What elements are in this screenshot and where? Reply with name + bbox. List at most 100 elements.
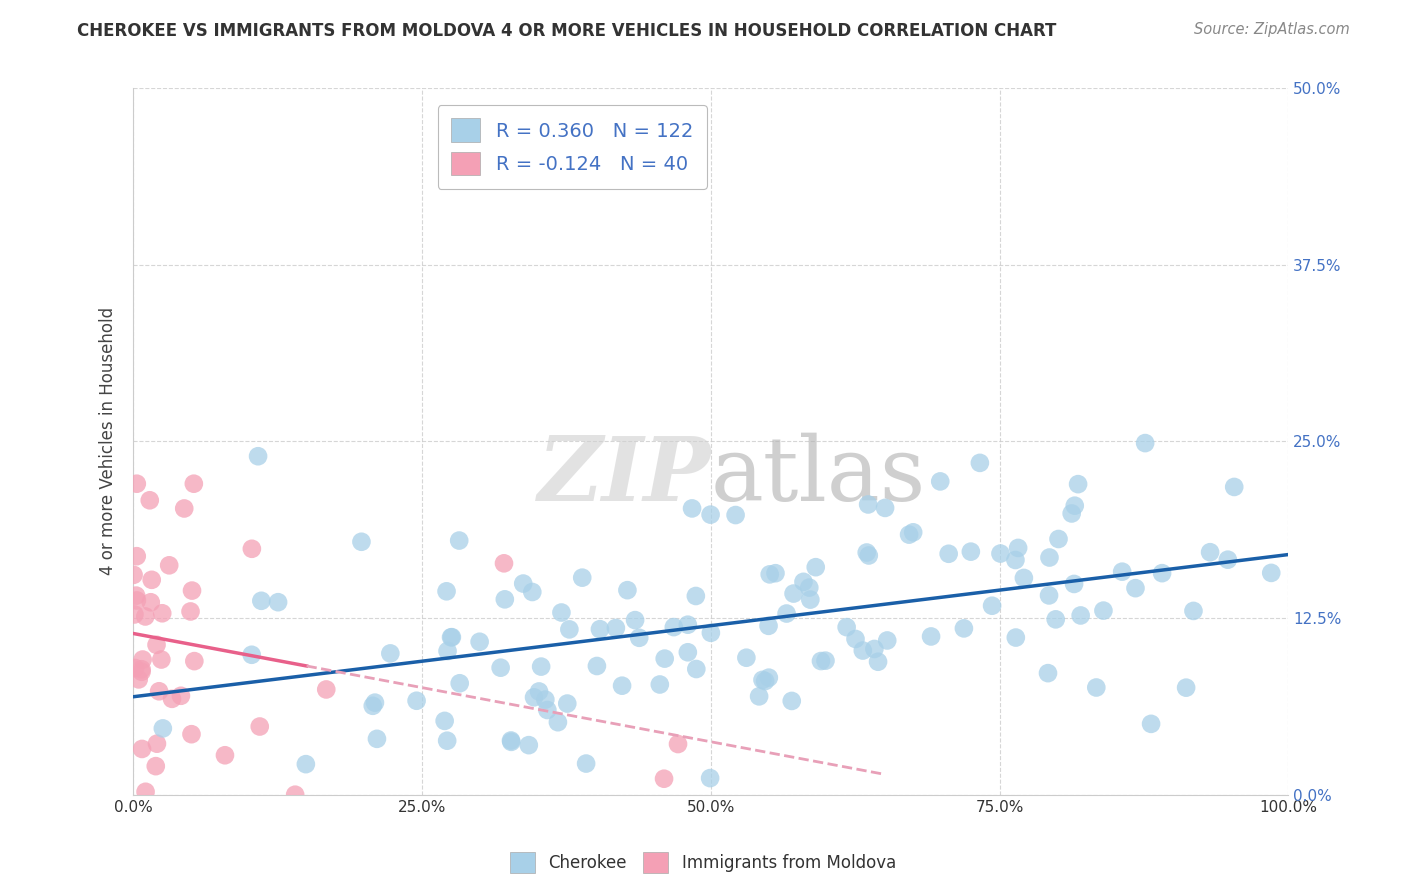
Point [575, 756, 598, 771]
Point [1004, 631, 1026, 645]
Point [735, 650, 758, 665]
Point [969, 456, 991, 470]
Point [364, 696, 387, 710]
Point [624, 613, 647, 627]
Point [267, 595, 290, 609]
Text: ZIP: ZIP [537, 434, 711, 520]
Point [157, 558, 180, 573]
Point [586, 659, 609, 673]
Point [145, 638, 167, 652]
Point [1038, 589, 1060, 603]
Point [523, 690, 546, 705]
Point [953, 621, 976, 635]
Point [145, 759, 167, 773]
Point [1004, 553, 1026, 567]
Point [436, 584, 458, 599]
Point [960, 544, 983, 558]
Legend: Cherokee, Immigrants from Moldova: Cherokee, Immigrants from Moldova [503, 846, 903, 880]
Point [1133, 436, 1156, 450]
Point [131, 665, 153, 679]
Point [517, 738, 540, 752]
Point [240, 541, 263, 556]
Point [1045, 612, 1067, 626]
Point [250, 594, 273, 608]
Point [160, 691, 183, 706]
Point [799, 581, 821, 595]
Point [125, 549, 148, 564]
Point [835, 620, 858, 634]
Point [494, 592, 516, 607]
Point [628, 631, 651, 645]
Point [724, 508, 747, 522]
Point [875, 500, 897, 515]
Point [990, 547, 1012, 561]
Point [920, 630, 942, 644]
Point [676, 617, 699, 632]
Point [125, 476, 148, 491]
Point [780, 694, 803, 708]
Point [804, 560, 827, 574]
Point [1067, 477, 1090, 491]
Point [1007, 541, 1029, 555]
Point [295, 757, 318, 772]
Point [699, 771, 721, 785]
Point [128, 673, 150, 687]
Point [380, 647, 402, 661]
Point [1182, 604, 1205, 618]
Point [139, 493, 162, 508]
Point [1223, 480, 1246, 494]
Y-axis label: 4 or more Vehicles in Household: 4 or more Vehicles in Household [100, 307, 117, 575]
Point [700, 625, 723, 640]
Point [863, 642, 886, 657]
Point [135, 785, 157, 799]
Point [1175, 681, 1198, 695]
Point [152, 722, 174, 736]
Point [527, 684, 550, 698]
Point [131, 652, 153, 666]
Point [555, 697, 578, 711]
Point [249, 719, 271, 733]
Point [901, 525, 924, 540]
Point [449, 676, 471, 690]
Point [929, 475, 952, 489]
Point [844, 632, 866, 646]
Point [1038, 550, 1060, 565]
Point [855, 545, 877, 559]
Point [1152, 566, 1174, 581]
Point [124, 607, 146, 622]
Point [754, 674, 776, 689]
Point [315, 682, 337, 697]
Point [758, 619, 780, 633]
Point [131, 662, 153, 676]
Point [898, 527, 921, 541]
Point [1216, 552, 1239, 566]
Point [492, 557, 515, 571]
Point [775, 607, 797, 621]
Point [782, 586, 804, 600]
Point [512, 576, 534, 591]
Text: Source: ZipAtlas.com: Source: ZipAtlas.com [1194, 22, 1350, 37]
Point [681, 501, 703, 516]
Point [139, 595, 162, 609]
Point [440, 630, 463, 644]
Point [1199, 545, 1222, 559]
Point [436, 733, 458, 747]
Point [284, 788, 307, 802]
Point [180, 604, 202, 618]
Point [589, 622, 612, 636]
Point [550, 606, 572, 620]
Point [134, 609, 156, 624]
Text: atlas: atlas [711, 433, 927, 520]
Point [449, 533, 471, 548]
Point [146, 737, 169, 751]
Point [180, 727, 202, 741]
Point [173, 501, 195, 516]
Point [150, 652, 173, 666]
Point [1012, 571, 1035, 585]
Point [350, 534, 373, 549]
Point [858, 549, 880, 563]
Point [1070, 608, 1092, 623]
Legend: R = 0.360   N = 122, R = -0.124   N = 40: R = 0.360 N = 122, R = -0.124 N = 40 [437, 104, 707, 189]
Point [366, 731, 388, 746]
Point [405, 694, 427, 708]
